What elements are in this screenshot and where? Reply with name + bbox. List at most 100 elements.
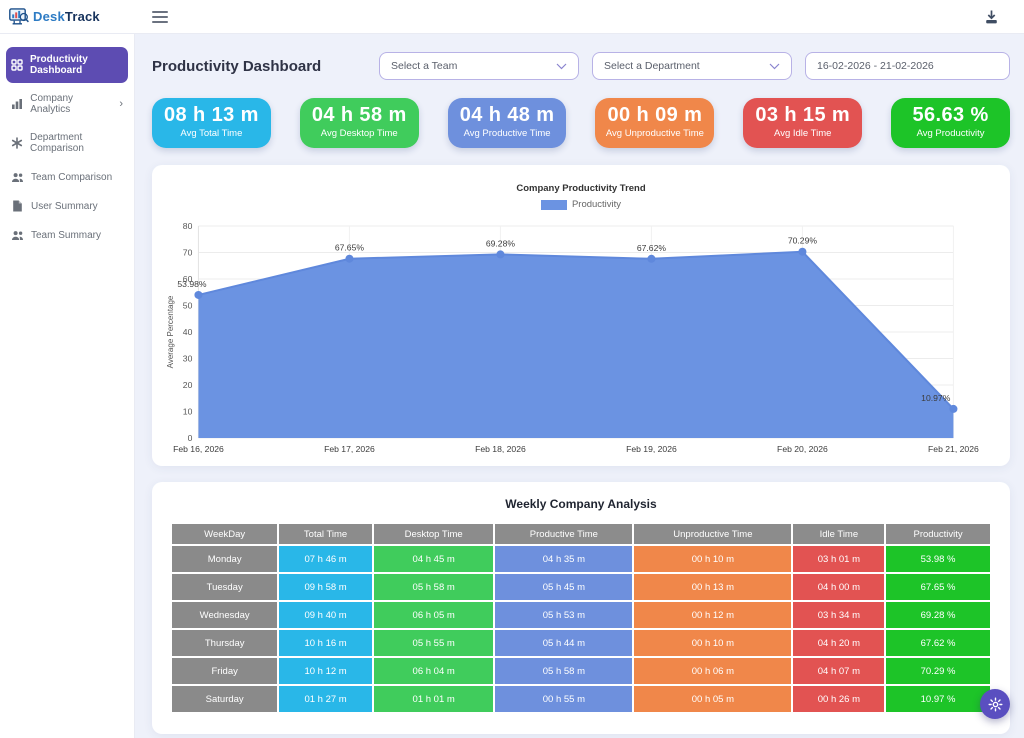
table-cell: 10 h 12 m: [277, 656, 375, 686]
grid-icon: [11, 59, 23, 71]
table-cell: 69.28 %: [884, 600, 992, 630]
sidebar-item-team-summary[interactable]: Team Summary: [6, 222, 128, 248]
chevron-right-icon: ›: [119, 98, 123, 110]
productivity-trend-chart[interactable]: 0 10 20 30 40 50 60 70 80 53.98% 67.65% 69.28% 67.62…: [164, 212, 998, 456]
svg-text:0: 0: [188, 433, 193, 443]
table-row: Monday 07 h 46 m 04 h 45 m 04 h 35 m 00 h 10…: [170, 544, 992, 574]
users-icon: [11, 229, 24, 241]
date-range-input[interactable]: 16-02-2026 - 21-02-2026: [805, 52, 1010, 80]
logo-monitor-icon: [9, 7, 30, 26]
table-cell: 09 h 40 m: [277, 600, 375, 630]
stat-card-avg-desktop-time: 04 h 58 m Avg Desktop Time: [299, 98, 419, 148]
svg-text:Feb 21, 2026: Feb 21, 2026: [928, 444, 979, 454]
chart-legend[interactable]: Productivity: [164, 199, 998, 210]
table-cell: 00 h 10 m: [632, 628, 794, 658]
table-cell: 04 h 35 m: [493, 544, 635, 574]
table-cell: Thursday: [170, 628, 280, 658]
menu-toggle-icon[interactable]: [152, 10, 168, 23]
sidebar: Productivity Dashboard Company Analytics ›…: [0, 34, 135, 738]
column-header-unproductive-time[interactable]: Unproductive Time: [632, 522, 794, 546]
table-cell: 04 h 07 m: [791, 656, 887, 686]
table-cell: 03 h 01 m: [791, 544, 887, 574]
svg-text:60: 60: [183, 274, 193, 284]
svg-text:Feb 20, 2026: Feb 20, 2026: [777, 444, 828, 454]
column-header-productive-time[interactable]: Productive Time: [493, 522, 635, 546]
stat-value: 04 h 58 m: [311, 104, 407, 126]
main-content: Productivity Dashboard Select a Team Sel…: [135, 34, 1024, 738]
department-select[interactable]: Select a Department: [592, 52, 792, 80]
table-cell: 06 h 05 m: [372, 600, 496, 630]
sidebar-item-label: Department Comparison: [30, 132, 84, 154]
table-cell: 10.97 %: [884, 684, 992, 714]
stat-label: Avg Productivity: [916, 128, 985, 139]
sidebar-item-label: Productivity Dashboard: [30, 54, 88, 76]
table-cell: 05 h 45 m: [493, 572, 635, 602]
svg-text:10.97%: 10.97%: [921, 393, 951, 403]
table-cell: 03 h 34 m: [791, 600, 887, 630]
sidebar-item-department-comparison[interactable]: Department Comparison: [6, 125, 128, 161]
app-logo[interactable]: DeskTrack: [0, 7, 135, 26]
svg-text:67.62%: 67.62%: [637, 243, 667, 253]
svg-text:53.98%: 53.98%: [177, 279, 207, 289]
table-cell: 00 h 05 m: [632, 684, 794, 714]
logo-text: DeskTrack: [33, 9, 100, 24]
stat-card-avg-productive-time: 04 h 48 m Avg Productive Time: [447, 98, 567, 148]
stat-label: Avg Idle Time: [774, 128, 832, 139]
stat-value: 04 h 48 m: [459, 104, 555, 126]
chevron-down-icon: [769, 63, 780, 70]
table-cell: 05 h 53 m: [493, 600, 635, 630]
table-cell: Monday: [170, 544, 280, 574]
column-header-total-time[interactable]: Total Time: [277, 522, 375, 546]
table-cell: 05 h 44 m: [493, 628, 635, 658]
table-cell: 00 h 55 m: [493, 684, 635, 714]
table-cell: 00 h 26 m: [791, 684, 887, 714]
gear-icon: [988, 697, 1003, 712]
table-cell: 05 h 58 m: [372, 572, 496, 602]
table-cell: 05 h 58 m: [493, 656, 635, 686]
productivity-trend-card: Company Productivity Trend Productivity …: [152, 165, 1010, 466]
table-cell: 67.62 %: [884, 628, 992, 658]
table-cell: 00 h 13 m: [632, 572, 794, 602]
table-cell: Wednesday: [170, 600, 280, 630]
download-report-button[interactable]: [983, 9, 1000, 25]
sidebar-item-company-analytics[interactable]: Company Analytics ›: [6, 86, 128, 122]
table-cell: 07 h 46 m: [277, 544, 375, 574]
settings-fab-button[interactable]: [980, 689, 1010, 719]
svg-text:69.28%: 69.28%: [486, 238, 516, 248]
column-header-idle-time[interactable]: Idle Time: [791, 522, 887, 546]
legend-swatch: [540, 199, 567, 210]
table-cell: 53.98 %: [884, 544, 992, 574]
svg-text:Average Percentage: Average Percentage: [166, 295, 175, 368]
column-header-productivity[interactable]: Productivity: [884, 522, 992, 546]
table-cell: 00 h 10 m: [632, 544, 794, 574]
sidebar-item-team-comparison[interactable]: Team Comparison: [6, 164, 128, 190]
svg-text:80: 80: [183, 221, 193, 231]
stat-card-avg-idle-time: 03 h 15 m Avg Idle Time: [743, 98, 863, 148]
sidebar-item-label: Team Comparison: [31, 171, 113, 183]
team-select[interactable]: Select a Team: [379, 52, 579, 80]
column-header-desktop-time[interactable]: Desktop Time: [372, 522, 496, 546]
svg-text:20: 20: [183, 380, 193, 390]
topbar: DeskTrack: [0, 0, 1024, 34]
sidebar-item-productivity-dashboard[interactable]: Productivity Dashboard: [6, 47, 128, 83]
bar-chart-icon: [11, 98, 23, 110]
table-cell: 06 h 04 m: [372, 656, 496, 686]
sidebar-item-label: User Summary: [31, 200, 98, 212]
stat-label: Avg Desktop Time: [320, 128, 398, 139]
table-cell: 05 h 55 m: [372, 628, 496, 658]
sidebar-item-user-summary[interactable]: User Summary: [6, 193, 128, 219]
svg-text:10: 10: [183, 407, 193, 417]
table-row: Thursday 10 h 16 m 05 h 55 m 05 h 44 m 00 h …: [170, 628, 992, 658]
column-header-weekday[interactable]: WeekDay: [170, 522, 280, 546]
table-cell: 04 h 00 m: [791, 572, 887, 602]
stat-cards-row: 08 h 13 m Avg Total Time 04 h 58 m Avg Desk…: [152, 98, 1010, 148]
filter-bar: Select a Team Select a Department 16-02-…: [379, 52, 1010, 80]
legend-label: Productivity: [571, 199, 622, 210]
table-cell: 01 h 27 m: [277, 684, 375, 714]
sidebar-item-label: Team Summary: [31, 229, 102, 241]
table-title: Weekly Company Analysis: [505, 497, 657, 511]
stat-card-avg-unproductive-time: 00 h 09 m Avg Unproductive Time: [595, 98, 715, 148]
stat-card-avg-total-time: 08 h 13 m Avg Total Time: [152, 98, 271, 148]
stat-label: Avg Productive Time: [463, 128, 551, 139]
download-icon: [983, 9, 1000, 25]
